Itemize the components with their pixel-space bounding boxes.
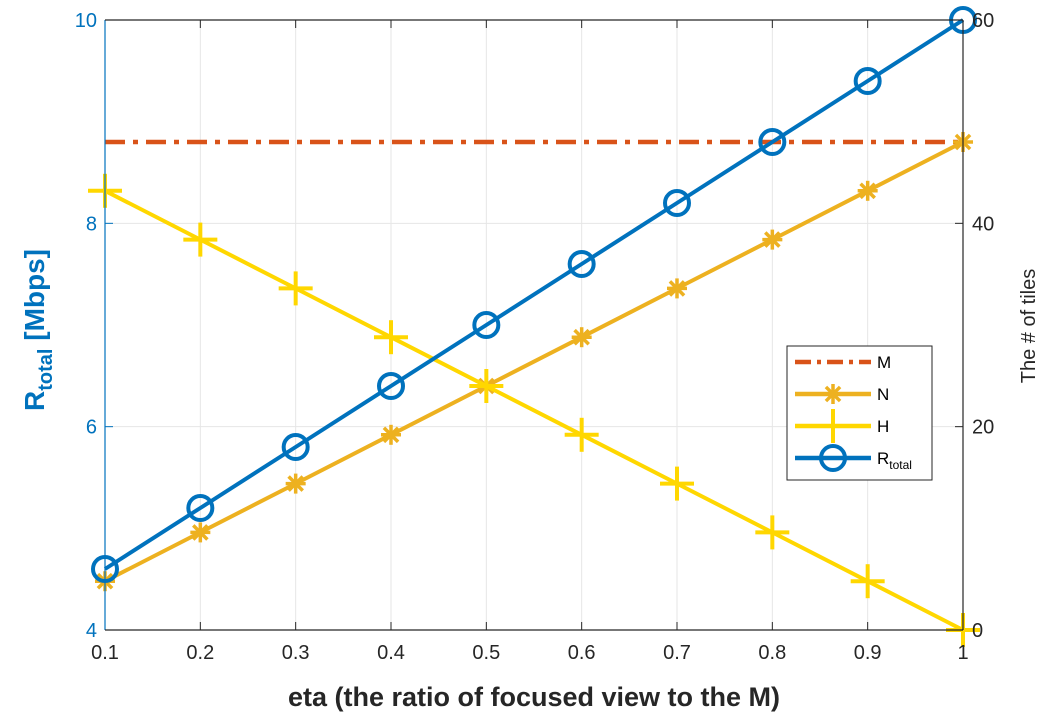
x-tick-label: 0.4 <box>377 642 405 664</box>
series-point-H <box>183 222 218 257</box>
series-point-N <box>667 278 687 299</box>
asterisk-stroke <box>859 182 876 200</box>
legend-label-M: M <box>877 353 891 372</box>
legend-label-main: R <box>877 449 889 468</box>
series-point-H <box>564 417 599 452</box>
y-right-tick-label: 60 <box>972 10 994 32</box>
y-left-tick-label: 10 <box>75 10 97 32</box>
y-left-tick-label: 4 <box>86 620 97 642</box>
y-right-axis-label: The # of tiles <box>1018 269 1040 384</box>
legend-label-main: N <box>877 385 889 404</box>
legend-label-R: Rtotal <box>877 449 912 472</box>
series-point-N <box>285 473 306 494</box>
legend-label-main: H <box>877 417 889 436</box>
axes <box>104 19 964 631</box>
y-left-label-sub: total <box>35 349 57 391</box>
series-point-R <box>377 372 405 400</box>
series-point-R <box>281 433 310 461</box>
asterisk-stroke <box>764 231 781 248</box>
asterisk-stroke <box>573 328 590 346</box>
legend-label-sub: total <box>889 458 912 472</box>
series-point-R <box>186 494 215 522</box>
legend-entry-N: N <box>795 384 889 404</box>
series-point-H <box>850 564 885 599</box>
plot-area <box>88 6 980 647</box>
x-tick-label: 0.3 <box>282 642 310 664</box>
y-left-axis-label: Rtotal [Mbps] <box>19 249 57 411</box>
legend-marker-H <box>816 409 850 443</box>
series-point-N <box>571 327 592 348</box>
asterisk-stroke <box>824 385 842 403</box>
series-point-H <box>374 320 408 355</box>
x-tick-label: 0.8 <box>758 642 786 664</box>
series-H <box>88 173 980 647</box>
series-point-N <box>381 424 401 445</box>
asterisk-stroke <box>287 475 304 492</box>
x-tick-label: 0.7 <box>663 642 691 664</box>
axis-labels: eta (the ratio of focused view to the M)… <box>19 249 1040 712</box>
y-left-label-suffix: [Mbps] <box>19 249 50 349</box>
asterisk-stroke <box>382 426 400 444</box>
series-point-R <box>663 189 691 217</box>
x-tick-label: 1 <box>957 642 968 664</box>
legend-entry-M: M <box>795 353 891 372</box>
legend-label-H: H <box>877 417 889 436</box>
series-point-H <box>469 369 504 403</box>
legend-marker-N <box>823 384 843 404</box>
grid <box>104 19 964 631</box>
series-point-H <box>278 271 313 306</box>
series-point-H <box>660 466 694 501</box>
y-left-tick-label: 8 <box>86 213 97 235</box>
series-R <box>91 6 977 583</box>
legend-label-N: N <box>877 385 889 404</box>
y-right-tick-label: 0 <box>972 620 983 642</box>
x-tick-label: 0.5 <box>472 642 500 664</box>
y-left-label-main: R <box>19 391 50 411</box>
series-point-R <box>567 250 596 278</box>
x-tick-label: 0.9 <box>854 642 882 664</box>
y-left-tick-label: 6 <box>86 417 97 439</box>
x-tick-label: 0.6 <box>568 642 596 664</box>
series-point-N <box>190 522 211 543</box>
y-right-tick-label: 20 <box>972 417 994 439</box>
series-line-R <box>103 18 965 571</box>
plot-background <box>105 20 963 630</box>
series-point-N <box>762 229 783 250</box>
x-axis-label: eta (the ratio of focused view to the M) <box>288 682 780 712</box>
series-line-N <box>104 140 964 583</box>
asterisk-stroke <box>668 280 686 297</box>
series-point-R <box>853 67 882 95</box>
x-tick-label: 0.1 <box>91 642 119 664</box>
y-right-tick-label: 40 <box>972 213 994 235</box>
series-point-H <box>755 515 790 550</box>
series-point-R <box>758 128 787 156</box>
tick-labels: 0.1 0.2 0.3 0.4 0.5 0.6 0.7 0.8 0.9 1 4 6 8 10 0 20 40 60 <box>75 10 995 664</box>
series-point-N <box>857 180 878 201</box>
x-tick-label: 0.2 <box>186 642 214 664</box>
legend-marker-R <box>819 444 847 472</box>
legend-entry-R: Rtotal <box>795 444 912 472</box>
legend-label-main: M <box>877 353 891 372</box>
legend-entry-H: H <box>795 409 889 443</box>
asterisk-stroke <box>192 524 209 541</box>
series-point-R <box>472 311 501 339</box>
series-line-H <box>104 189 964 632</box>
